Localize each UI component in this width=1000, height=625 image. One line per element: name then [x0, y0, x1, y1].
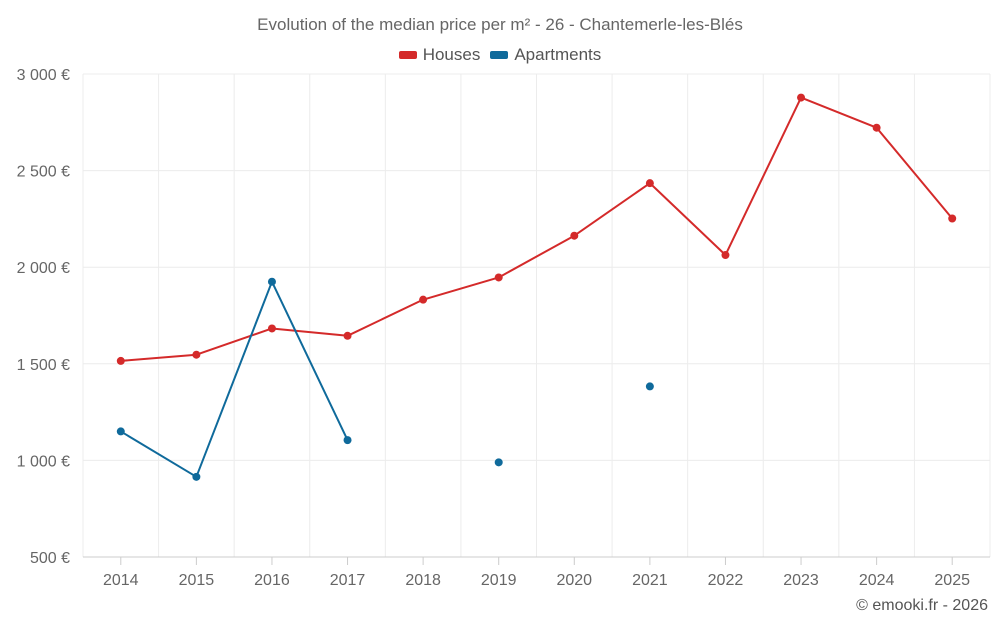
x-tick-label: 2019 [481, 572, 517, 589]
y-tick-label: 1 000 € [17, 453, 70, 470]
legend-label-houses: Houses [422, 45, 481, 64]
series-line-apartments [120, 280, 349, 478]
data-point-houses [267, 324, 276, 333]
data-point-houses [192, 350, 201, 359]
x-tick-label: 2016 [254, 572, 290, 589]
x-tick-label: 2014 [103, 572, 139, 589]
data-point-houses [948, 214, 957, 223]
data-point-houses [797, 93, 806, 102]
y-tick-label: 500 € [30, 550, 70, 567]
x-tick-label: 2018 [405, 572, 441, 589]
x-tick-label: 2021 [632, 572, 668, 589]
data-point-houses [645, 179, 654, 188]
legend-swatch-apartments [490, 51, 509, 59]
series-line-houses [120, 96, 953, 362]
x-tick-label: 2015 [179, 572, 215, 589]
x-tick-label: 2017 [330, 572, 366, 589]
y-tick-label: 3 000 € [17, 67, 70, 84]
x-tick-label: 2020 [556, 572, 592, 589]
chart-legend: Houses Apartments [0, 45, 1000, 65]
data-point-houses [570, 231, 579, 240]
x-tick-label: 2024 [859, 572, 895, 589]
x-tick-label: 2025 [934, 572, 970, 589]
data-point-houses [494, 273, 503, 282]
data-point-apartments [645, 382, 654, 391]
x-tick-label: 2022 [708, 572, 744, 589]
data-point-houses [343, 331, 352, 340]
data-point-apartments [494, 458, 503, 467]
x-tick-label: 2023 [783, 572, 819, 589]
copyright-text: © emooki.fr - 2026 [856, 597, 988, 614]
y-tick-label: 2 500 € [17, 164, 70, 181]
legend-item-houses[interactable]: Houses [398, 45, 481, 65]
data-point-houses [872, 123, 881, 132]
y-tick-label: 2 000 € [17, 260, 70, 277]
data-point-houses [419, 295, 428, 304]
data-point-houses [721, 251, 730, 260]
y-tick-label: 1 500 € [17, 357, 70, 374]
data-point-apartments [343, 436, 352, 445]
legend-item-apartments[interactable]: Apartments [490, 45, 601, 65]
chart-title: Evolution of the median price per m² - 2… [257, 15, 743, 34]
data-point-apartments [192, 472, 201, 481]
data-point-apartments [267, 277, 276, 286]
legend-swatch-houses [398, 51, 417, 59]
data-point-apartments [116, 427, 125, 436]
legend-label-apartments: Apartments [514, 45, 602, 64]
data-point-houses [116, 356, 125, 365]
